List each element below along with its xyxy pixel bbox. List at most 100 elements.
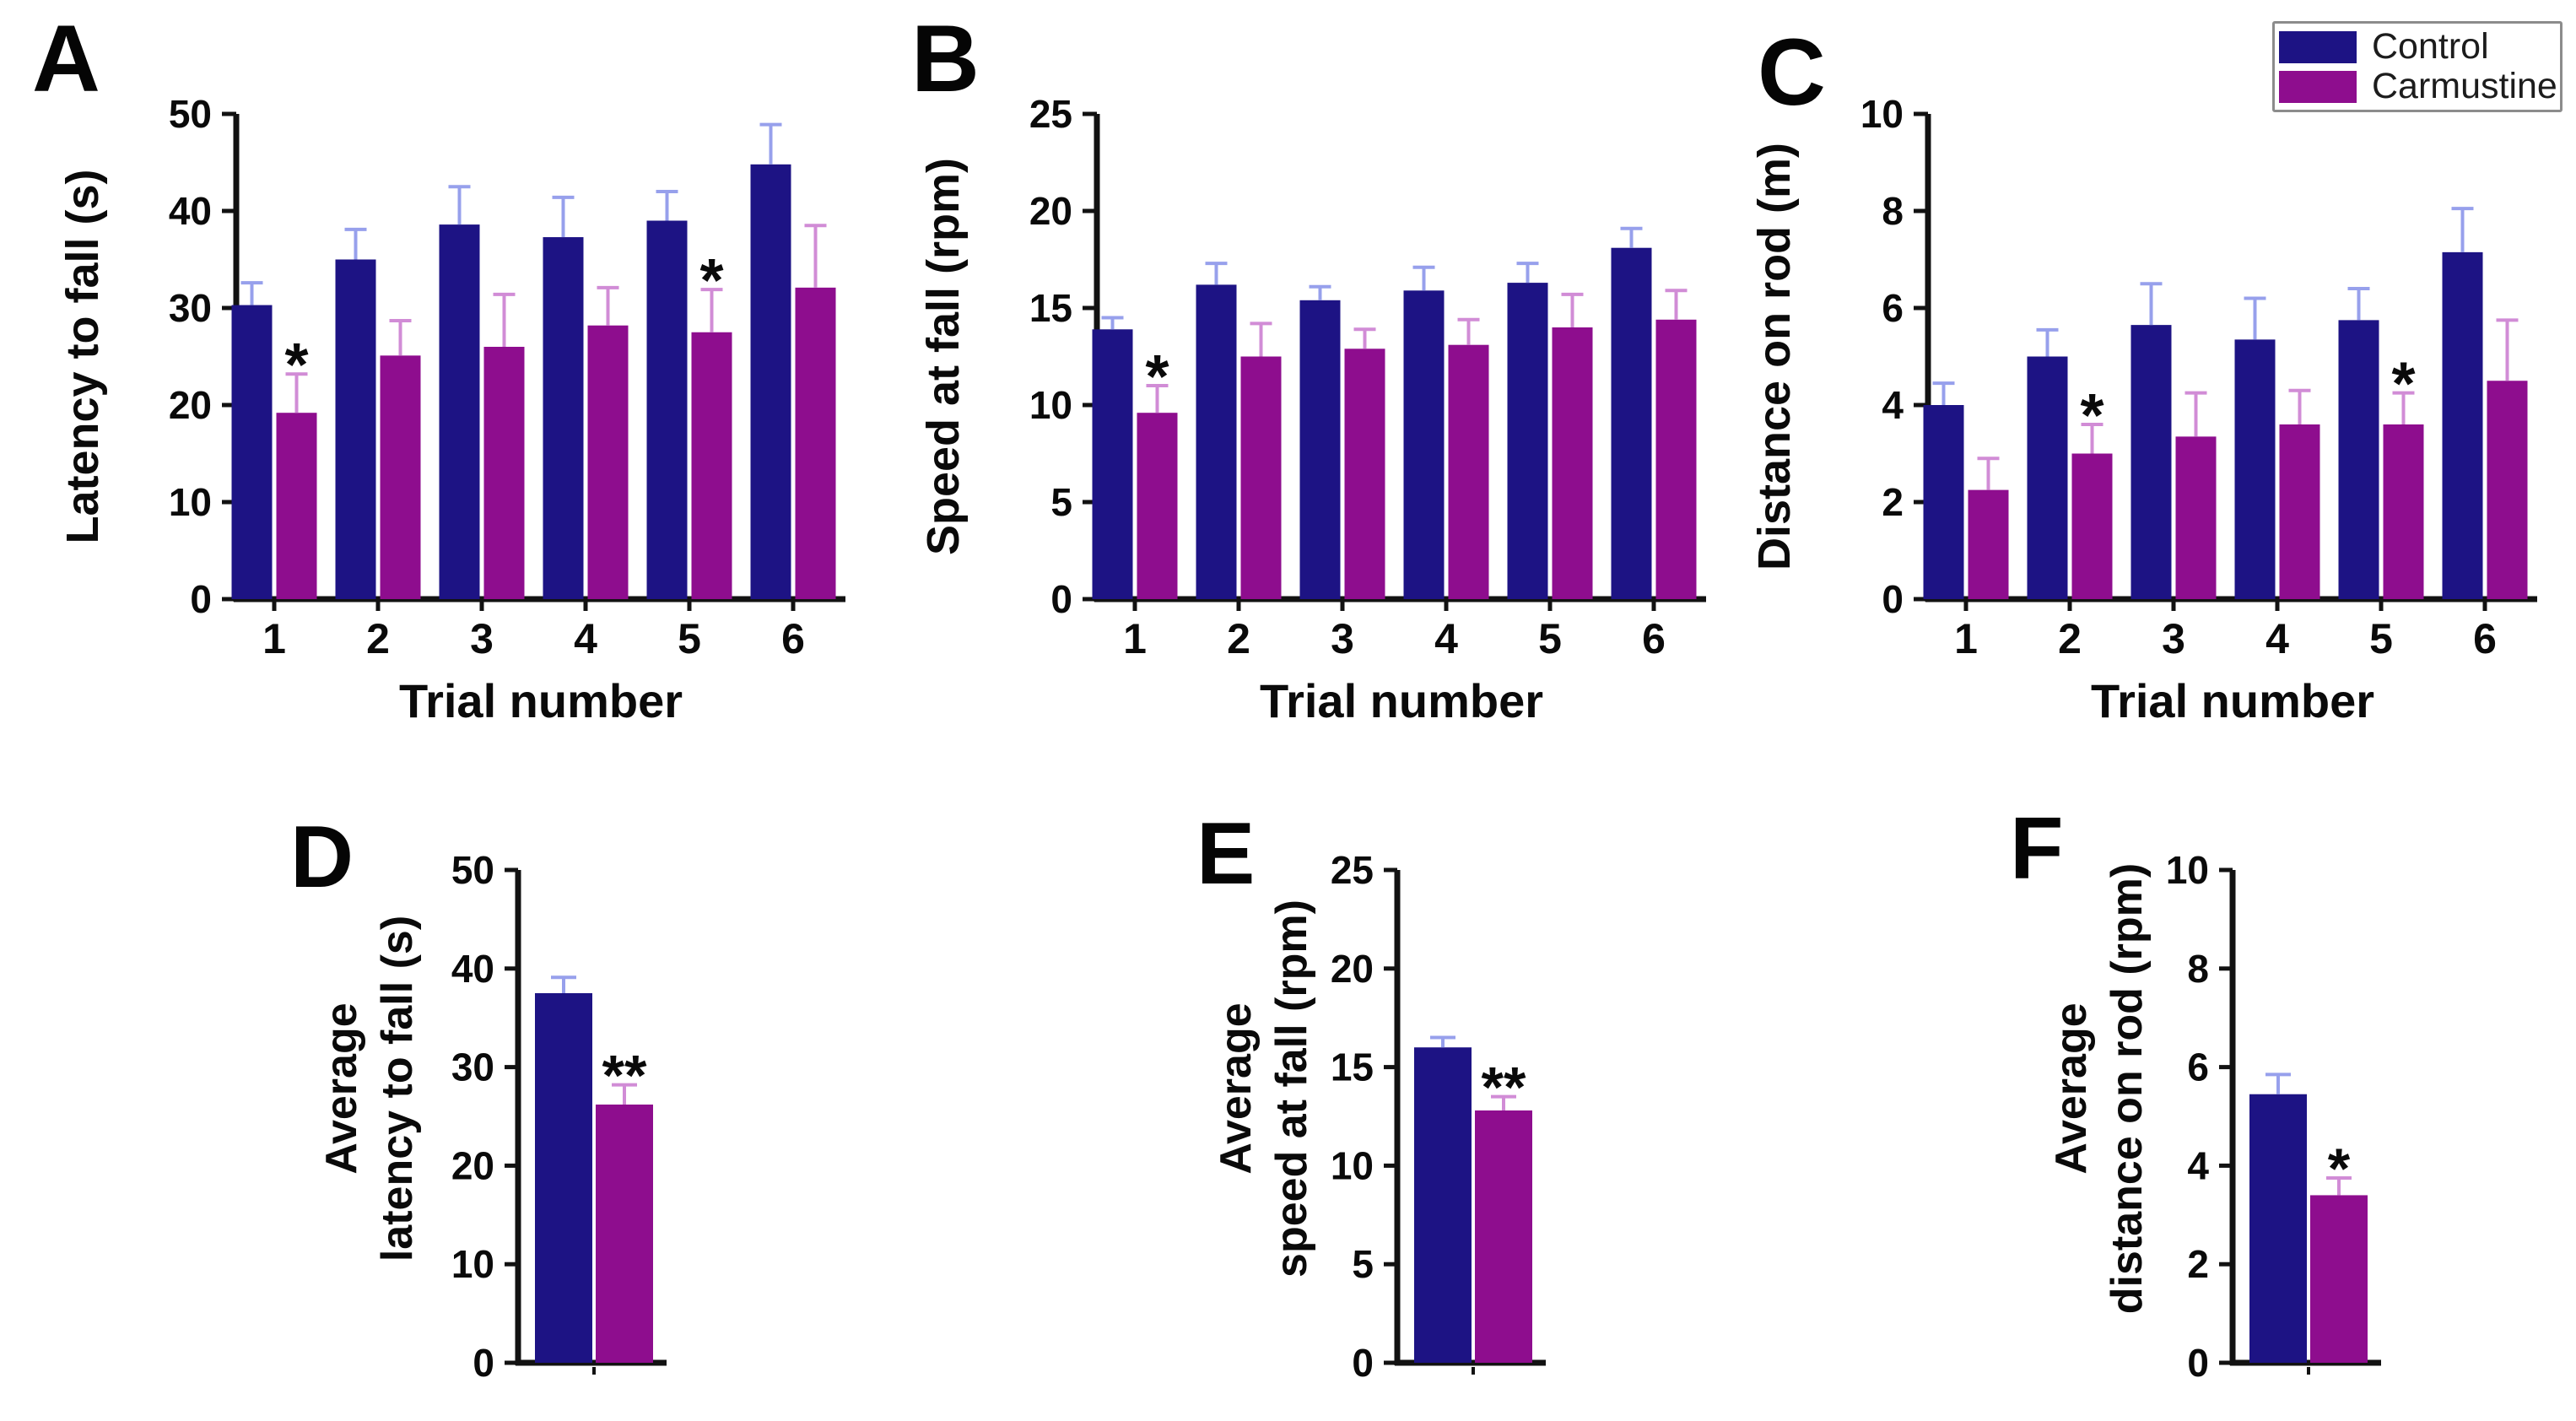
legend-box: Control Carmustine <box>2272 21 2562 112</box>
svg-text:10: 10 <box>169 480 212 524</box>
svg-text:8: 8 <box>2187 947 2209 991</box>
svg-text:4: 4 <box>574 615 597 662</box>
svg-text:*: * <box>1145 343 1169 411</box>
panel-c: C 0 2 4 6 8 10 1 2 3 4 5 6 * * Trial number Distance on… <box>1692 0 2550 806</box>
svg-text:5: 5 <box>2369 615 2393 662</box>
svg-text:*: * <box>2080 382 2103 450</box>
svg-text:50: 50 <box>169 92 212 136</box>
svg-text:latency to fall (s): latency to fall (s) <box>373 916 422 1262</box>
legend-label-carmustine: Carmustine <box>2372 66 2557 106</box>
svg-text:10: 10 <box>1029 383 1072 427</box>
svg-text:Average: Average <box>2047 1002 2096 1174</box>
svg-text:0: 0 <box>1882 577 1904 621</box>
svg-text:speed at fall (rpm): speed at fall (rpm) <box>1267 900 1316 1278</box>
panel-e-letter: E <box>1196 805 1256 903</box>
panel-e: E 0 5 10 15 20 25 ** Average speed at fall (rpm) <box>1173 810 1696 1421</box>
svg-text:2: 2 <box>1882 480 1904 524</box>
svg-text:5: 5 <box>1050 480 1072 524</box>
svg-text:4: 4 <box>2265 615 2289 662</box>
panel-b: B 0 5 10 15 20 25 1 2 3 4 5 6 * Trial number Speed at … <box>861 0 1719 806</box>
panel-d-chart: 0 10 20 30 40 50 ** Average latency to fall (s) <box>317 848 667 1385</box>
carmustine-color-swatch <box>2279 70 2357 103</box>
svg-text:*: * <box>284 332 308 399</box>
svg-text:distance on rod (rpm): distance on rod (rpm) <box>2103 863 2152 1314</box>
svg-text:4: 4 <box>1882 383 1904 427</box>
svg-text:25: 25 <box>1029 92 1072 136</box>
svg-text:0: 0 <box>190 577 212 621</box>
panel-e-chart: 0 5 10 15 20 25 ** Average speed at fall (rpm) <box>1212 848 1546 1385</box>
svg-text:Trial number: Trial number <box>2091 674 2374 727</box>
svg-text:3: 3 <box>470 615 494 662</box>
svg-text:4: 4 <box>2187 1143 2209 1187</box>
svg-text:0: 0 <box>473 1341 494 1385</box>
svg-text:Trial number: Trial number <box>1260 674 1543 727</box>
panel-b-letter: B <box>911 6 980 111</box>
svg-text:30: 30 <box>169 286 212 330</box>
svg-text:10: 10 <box>2166 848 2209 892</box>
svg-text:3: 3 <box>1331 615 1354 662</box>
svg-text:4: 4 <box>1434 615 1458 662</box>
svg-text:Latency to fall (s): Latency to fall (s) <box>57 169 108 543</box>
svg-text:6: 6 <box>2473 615 2497 662</box>
svg-text:30: 30 <box>451 1045 494 1089</box>
panel-f: F 0 2 4 6 8 10 * Average distance on rod (rpm) <box>2008 805 2531 1421</box>
svg-text:2: 2 <box>2058 615 2082 662</box>
svg-text:1: 1 <box>262 615 286 662</box>
svg-text:*: * <box>2391 351 2415 419</box>
svg-text:15: 15 <box>1331 1045 1374 1089</box>
legend-label-control: Control <box>2372 26 2489 67</box>
legend-item-control: Control <box>2279 26 2560 67</box>
panel-c-letter: C <box>1758 19 1826 125</box>
panel-b-chart: 0 5 10 15 20 25 1 2 3 4 5 6 * Trial number Speed at fa… <box>918 92 1706 727</box>
svg-text:8: 8 <box>1882 189 1904 233</box>
svg-text:20: 20 <box>451 1143 494 1187</box>
svg-text:20: 20 <box>1331 947 1374 991</box>
panel-f-letter: F <box>2010 800 2064 898</box>
svg-text:Average: Average <box>317 1002 366 1174</box>
svg-text:10: 10 <box>1331 1143 1374 1187</box>
panel-d-letter: D <box>290 808 354 906</box>
svg-text:2: 2 <box>2187 1242 2209 1286</box>
svg-text:6: 6 <box>1882 286 1904 330</box>
svg-text:0: 0 <box>2187 1341 2209 1385</box>
svg-text:20: 20 <box>169 383 212 427</box>
svg-text:0: 0 <box>1050 577 1072 621</box>
svg-text:10: 10 <box>451 1242 494 1286</box>
svg-text:25: 25 <box>1331 848 1374 892</box>
panel-d: D 0 10 20 30 40 50 ** Average latency to fall (s… <box>278 810 802 1421</box>
svg-text:1: 1 <box>1954 615 1978 662</box>
svg-text:10: 10 <box>1860 92 1904 136</box>
panel-f-chart: 0 2 4 6 8 10 * Average distance on rod (rpm) <box>2047 848 2381 1385</box>
svg-text:Speed at fall (rpm): Speed at fall (rpm) <box>918 158 969 555</box>
svg-text:3: 3 <box>2162 615 2185 662</box>
svg-text:50: 50 <box>451 848 494 892</box>
svg-text:6: 6 <box>2187 1045 2209 1089</box>
svg-text:6: 6 <box>781 615 805 662</box>
legend-item-carmustine: Carmustine <box>2279 66 2560 106</box>
svg-text:*: * <box>699 247 723 315</box>
svg-text:40: 40 <box>169 189 212 233</box>
svg-text:15: 15 <box>1029 286 1072 330</box>
svg-text:5: 5 <box>1538 615 1562 662</box>
control-color-swatch <box>2279 30 2357 63</box>
svg-text:*: * <box>2328 1137 2351 1201</box>
panel-a: A 0 10 20 30 40 50 1 2 3 4 5 6 * * Trial number Latency… <box>0 0 858 806</box>
svg-text:2: 2 <box>1227 615 1250 662</box>
svg-text:5: 5 <box>1352 1242 1374 1286</box>
svg-text:Distance on rod (m): Distance on rod (m) <box>1749 143 1800 570</box>
panel-a-chart: 0 10 20 30 40 50 1 2 3 4 5 6 * * Trial number Latency t… <box>57 92 845 727</box>
svg-text:0: 0 <box>1352 1341 1374 1385</box>
svg-text:1: 1 <box>1123 615 1147 662</box>
svg-text:20: 20 <box>1029 189 1072 233</box>
svg-text:6: 6 <box>1642 615 1666 662</box>
svg-text:40: 40 <box>451 947 494 991</box>
svg-text:2: 2 <box>366 615 390 662</box>
svg-text:**: ** <box>602 1044 647 1108</box>
svg-text:**: ** <box>1482 1056 1526 1120</box>
svg-text:5: 5 <box>678 615 701 662</box>
panel-a-letter: A <box>32 6 100 111</box>
svg-text:Trial number: Trial number <box>399 674 683 727</box>
svg-text:Average: Average <box>1212 1002 1261 1174</box>
